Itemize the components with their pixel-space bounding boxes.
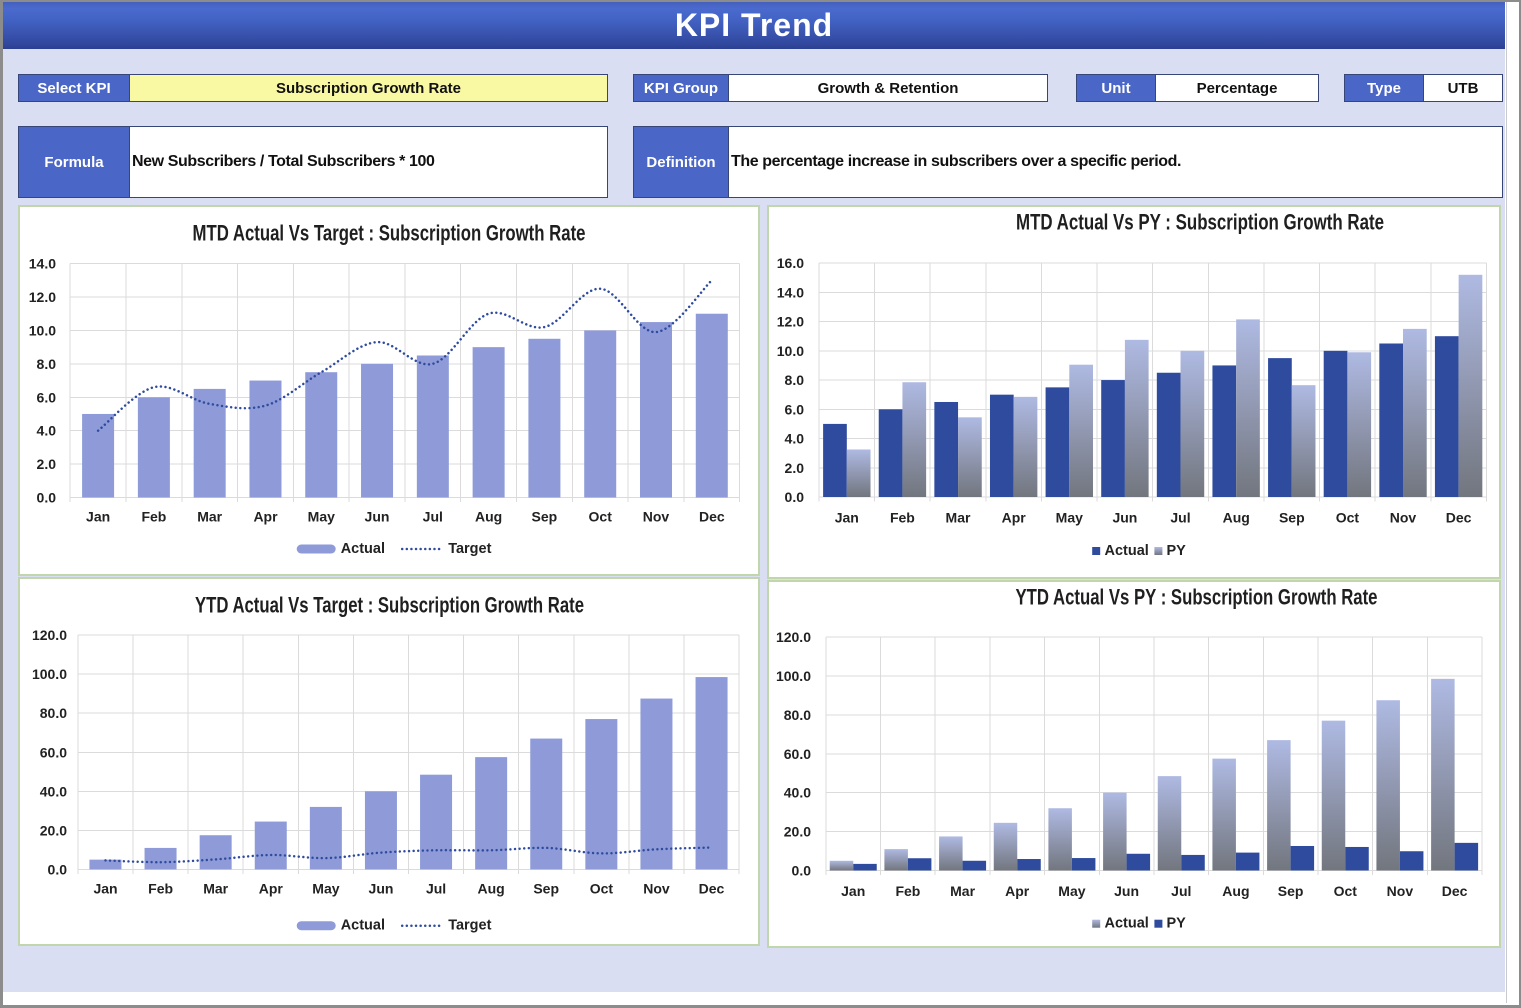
svg-text:Mar: Mar bbox=[197, 509, 222, 525]
svg-text:Sep: Sep bbox=[532, 509, 558, 525]
svg-text:12.0: 12.0 bbox=[29, 289, 56, 305]
svg-text:Mar: Mar bbox=[950, 883, 975, 899]
svg-text:Oct: Oct bbox=[590, 881, 614, 897]
svg-text:Jan: Jan bbox=[841, 883, 865, 899]
svg-text:Mar: Mar bbox=[203, 881, 228, 897]
svg-text:May: May bbox=[308, 509, 335, 525]
svg-text:10.0: 10.0 bbox=[777, 343, 804, 359]
svg-text:Jan: Jan bbox=[86, 509, 110, 525]
svg-text:Apr: Apr bbox=[259, 881, 284, 897]
svg-text:MTD Actual Vs PY : Subscriptio: MTD Actual Vs PY : Subscription Growth R… bbox=[1016, 210, 1384, 235]
svg-text:6.0: 6.0 bbox=[37, 389, 57, 405]
svg-text:PY: PY bbox=[1167, 916, 1187, 932]
svg-text:Dec: Dec bbox=[699, 881, 725, 897]
svg-text:YTD Actual Vs Target : Subscri: YTD Actual Vs Target : Subscription Grow… bbox=[195, 593, 584, 618]
svg-text:Apr: Apr bbox=[1005, 883, 1030, 899]
svg-text:10.0: 10.0 bbox=[29, 322, 56, 338]
svg-text:120.0: 120.0 bbox=[32, 627, 67, 643]
svg-text:Aug: Aug bbox=[477, 881, 504, 897]
svg-text:Feb: Feb bbox=[895, 883, 920, 899]
svg-text:Actual: Actual bbox=[341, 918, 385, 934]
svg-text:20.0: 20.0 bbox=[784, 824, 811, 840]
svg-text:Nov: Nov bbox=[1390, 510, 1417, 526]
svg-text:Dec: Dec bbox=[1446, 510, 1472, 526]
svg-text:0.0: 0.0 bbox=[37, 490, 57, 506]
svg-text:Nov: Nov bbox=[1387, 883, 1414, 899]
svg-text:100.0: 100.0 bbox=[32, 666, 67, 682]
svg-text:120.0: 120.0 bbox=[776, 629, 811, 645]
svg-text:60.0: 60.0 bbox=[40, 744, 67, 760]
svg-text:Feb: Feb bbox=[148, 881, 173, 897]
svg-text:80.0: 80.0 bbox=[40, 705, 67, 721]
svg-text:Apr: Apr bbox=[253, 509, 278, 525]
svg-text:80.0: 80.0 bbox=[784, 707, 811, 723]
svg-text:May: May bbox=[312, 881, 339, 897]
svg-text:2.0: 2.0 bbox=[37, 456, 57, 472]
svg-text:Mar: Mar bbox=[946, 510, 971, 526]
svg-text:0.0: 0.0 bbox=[48, 861, 68, 877]
svg-text:Nov: Nov bbox=[643, 881, 670, 897]
svg-text:Jul: Jul bbox=[1171, 883, 1191, 899]
svg-text:Oct: Oct bbox=[1336, 510, 1360, 526]
svg-text:Oct: Oct bbox=[1334, 883, 1358, 899]
svg-text:14.0: 14.0 bbox=[29, 256, 56, 272]
svg-text:Jan: Jan bbox=[93, 881, 117, 897]
svg-text:4.0: 4.0 bbox=[785, 431, 805, 447]
svg-text:Actual: Actual bbox=[1105, 543, 1149, 559]
svg-text:PY: PY bbox=[1167, 543, 1187, 559]
svg-text:Dec: Dec bbox=[1442, 883, 1468, 899]
svg-text:100.0: 100.0 bbox=[776, 668, 811, 684]
svg-text:0.0: 0.0 bbox=[785, 489, 805, 505]
svg-text:2.0: 2.0 bbox=[785, 460, 805, 476]
svg-text:YTD Actual Vs PY : Subscriptio: YTD Actual Vs PY : Subscription Growth R… bbox=[1016, 585, 1378, 610]
svg-text:May: May bbox=[1056, 510, 1083, 526]
svg-text:Actual: Actual bbox=[1105, 916, 1149, 932]
svg-text:Dec: Dec bbox=[699, 509, 725, 525]
svg-text:Aug: Aug bbox=[475, 509, 502, 525]
svg-text:Jul: Jul bbox=[426, 881, 446, 897]
svg-text:Oct: Oct bbox=[589, 509, 613, 525]
svg-text:Jun: Jun bbox=[365, 509, 390, 525]
svg-text:6.0: 6.0 bbox=[785, 401, 805, 417]
svg-text:14.0: 14.0 bbox=[777, 284, 804, 300]
svg-text:Nov: Nov bbox=[643, 509, 670, 525]
svg-text:8.0: 8.0 bbox=[37, 356, 57, 372]
svg-text:May: May bbox=[1058, 883, 1085, 899]
svg-text:Feb: Feb bbox=[890, 510, 915, 526]
svg-text:40.0: 40.0 bbox=[784, 785, 811, 801]
svg-text:60.0: 60.0 bbox=[784, 746, 811, 762]
svg-text:12.0: 12.0 bbox=[777, 314, 804, 330]
svg-text:16.0: 16.0 bbox=[777, 255, 804, 271]
svg-text:Feb: Feb bbox=[141, 509, 166, 525]
svg-text:Sep: Sep bbox=[1279, 510, 1305, 526]
svg-text:Jun: Jun bbox=[369, 881, 394, 897]
svg-text:Sep: Sep bbox=[533, 881, 559, 897]
svg-text:0.0: 0.0 bbox=[792, 863, 812, 879]
svg-text:Actual: Actual bbox=[341, 541, 385, 557]
svg-text:4.0: 4.0 bbox=[37, 423, 57, 439]
svg-text:Apr: Apr bbox=[1002, 510, 1027, 526]
svg-text:20.0: 20.0 bbox=[40, 822, 67, 838]
svg-text:Aug: Aug bbox=[1222, 883, 1249, 899]
svg-text:Jun: Jun bbox=[1114, 883, 1139, 899]
svg-text:Target: Target bbox=[448, 918, 491, 934]
svg-text:MTD Actual Vs Target : Subscri: MTD Actual Vs Target : Subscription Grow… bbox=[193, 221, 586, 246]
svg-text:Sep: Sep bbox=[1278, 883, 1304, 899]
svg-text:Jul: Jul bbox=[1170, 510, 1190, 526]
svg-text:Jan: Jan bbox=[835, 510, 859, 526]
svg-text:40.0: 40.0 bbox=[40, 783, 67, 799]
svg-text:Target: Target bbox=[448, 541, 491, 557]
svg-text:Jul: Jul bbox=[423, 509, 443, 525]
svg-text:8.0: 8.0 bbox=[785, 372, 805, 388]
svg-text:Jun: Jun bbox=[1112, 510, 1137, 526]
svg-text:Aug: Aug bbox=[1223, 510, 1250, 526]
